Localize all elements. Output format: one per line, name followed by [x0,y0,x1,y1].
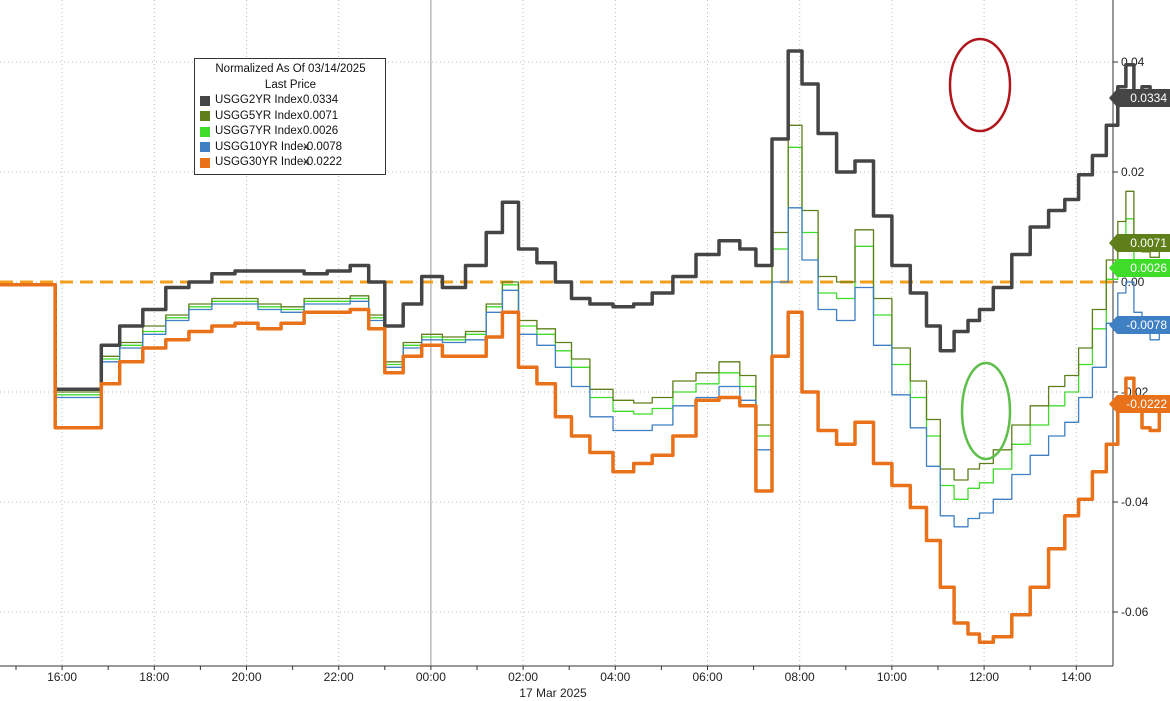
legend-subtitle: Last Price [264,78,317,91]
legend-swatch [200,95,210,106]
x-tick-label: 04:00 [600,670,630,684]
last-value-badge: 0.0071 [1109,233,1170,252]
x-tick-label: 02:00 [508,670,538,684]
series-line [0,207,1164,528]
x-tick-label: 18:00 [139,670,169,684]
legend: Normalized As Of 03/14/2025 Last Price U… [194,58,386,175]
legend-series-value: 0.0071 [303,109,339,122]
legend-swatch [200,142,210,153]
x-date-label: 17 Mar 2025 [519,686,587,700]
legend-series-name: USGG10YR Index [215,140,309,153]
x-tick-label: 10:00 [877,670,907,684]
legend-series-value: 0.0334 [303,94,339,106]
x-tick-label: 12:00 [969,670,999,684]
series-lines [0,49,1164,645]
legend-series-name: USGG2YR Index [215,94,303,106]
y-tick-label: 0.02 [1121,165,1145,179]
x-tick-label: 22:00 [324,670,354,684]
legend-entry: USGG5YR Index 0.0071 [200,109,381,125]
legend-series-name: USGG7YR Index [215,125,303,137]
y-tick-label: -0.06 [1121,605,1149,619]
x-tick-label: 14:00 [1061,670,1091,684]
legend-title: Normalized As Of 03/14/2025 [215,63,366,75]
legend-series-name: USGG30YR Index [215,156,309,168]
legend-swatch [200,126,210,137]
y-axis-ticks: 0.040.020.00-0.02-0.04-0.06 [1113,55,1149,619]
highlight-circle-red [948,37,1012,133]
gridlines [0,0,1113,666]
legend-swatch [200,157,210,168]
legend-series-value: 0.0026 [303,125,339,137]
last-value-badge: -0.0078 [1109,315,1170,334]
series-line [0,124,1164,481]
legend-entry: USGG2YR Index 0.0334 [200,93,381,109]
legend-entry: USGG10YR Index -0.0078 [200,140,381,156]
x-tick-label: 06:00 [692,670,722,684]
last-value-badge: 0.0026 [1109,258,1170,277]
y-tick-label: -0.04 [1121,495,1149,509]
legend-series-value: -0.0222 [303,156,343,168]
series-line [0,146,1164,500]
x-tick-label: 16:00 [47,670,77,684]
last-value-badge: -0.0222 [1109,395,1170,414]
series-line [0,49,1164,392]
series-line [0,283,1164,645]
x-axis-ticks: 16:00 18:00 20:00 22:00 00:00 02:00 04:00 06:00… [15,666,1092,684]
x-tick-label: 08:00 [785,670,815,684]
legend-series-name: USGG5YR Index [215,109,303,122]
legend-entry: USGG7YR Index 0.0026 [200,124,381,140]
legend-entry: USGG30YR Index -0.0222 [200,155,381,171]
last-value-badge: 0.0334 [1109,89,1170,108]
legend-swatch [200,111,210,122]
x-tick-label: 20:00 [231,670,261,684]
highlight-circle-green [960,361,1012,461]
legend-series-value: -0.0078 [303,140,343,153]
x-tick-label: 00:00 [416,670,446,684]
